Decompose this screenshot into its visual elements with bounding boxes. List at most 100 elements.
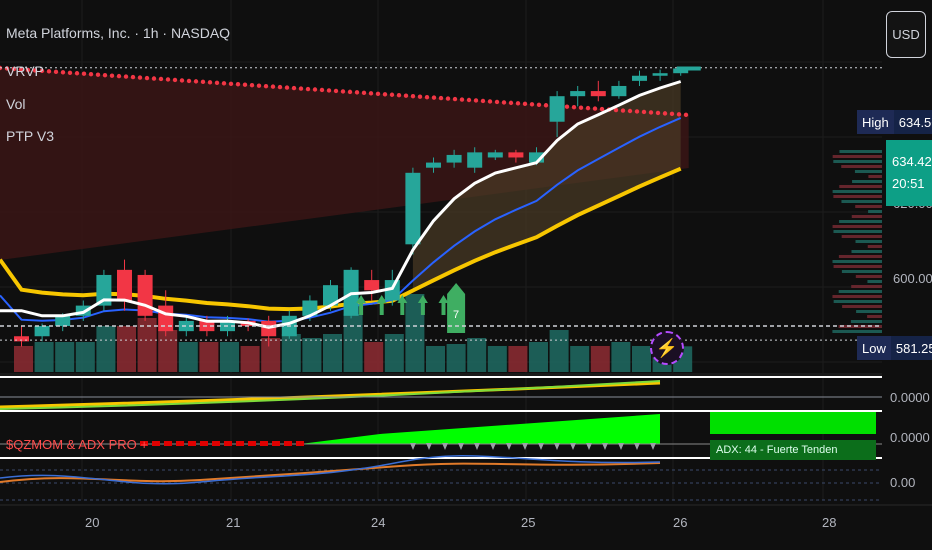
- resistance-dot: [221, 81, 227, 86]
- resistance-dot: [60, 70, 66, 75]
- indicator-ptp-label[interactable]: PTP V3: [6, 128, 54, 144]
- resistance-dot: [585, 105, 591, 111]
- profile-bar: [855, 240, 882, 243]
- resistance-dot: [431, 95, 437, 100]
- squeeze-tick: [538, 443, 544, 450]
- resistance-dot: [662, 111, 668, 116]
- volume-bar: [446, 344, 466, 372]
- resistance-dot: [571, 104, 577, 110]
- low-value: 581.25: [890, 336, 932, 360]
- resistance-dot: [67, 70, 73, 75]
- candle-body: [487, 152, 503, 158]
- time-tick-20: 20: [85, 515, 100, 530]
- resistance-dot: [501, 100, 507, 105]
- resistance-dot: [396, 93, 402, 98]
- price-levels: [0, 66, 882, 341]
- resistance-dot: [375, 91, 381, 96]
- buy-arrow: [376, 295, 387, 315]
- resistance-dot: [207, 80, 213, 85]
- candle-body: [632, 75, 647, 81]
- buy-signal-count: 7: [453, 309, 459, 321]
- squeeze-dot-red: [212, 441, 220, 446]
- resistance-dot: [172, 77, 178, 83]
- volume-bar: [117, 326, 136, 372]
- squeeze-tick: [618, 443, 624, 450]
- resistance-dot: [683, 112, 689, 118]
- candle-body: [446, 154, 462, 163]
- squeeze-dot-red: [140, 441, 148, 446]
- last-price-value: 634.42: [892, 154, 932, 169]
- volume-bar: [405, 294, 425, 372]
- time-tick-25: 25: [521, 515, 536, 530]
- squeeze-tick: [442, 443, 448, 450]
- candle-body: [467, 152, 483, 168]
- buy-arrow: [356, 295, 367, 315]
- resistance-dot: [158, 76, 164, 82]
- chart-title: Meta Platforms, Inc. · 1h · NASDAQ: [6, 25, 231, 41]
- profile-bar: [832, 155, 882, 158]
- candle-body: [117, 269, 132, 301]
- resistance-dot: [389, 92, 395, 97]
- buy-arrow: [397, 295, 408, 315]
- low-label: Low: [857, 336, 891, 360]
- sqzmom-pane-label[interactable]: $QZMOM & ADX PRO +: [6, 437, 148, 452]
- squeeze-tick: [458, 443, 464, 450]
- profile-bar: [855, 205, 882, 208]
- resistance-dot: [543, 103, 549, 108]
- candle-body: [549, 96, 565, 122]
- volume-bars: [14, 294, 693, 372]
- resistance-dot: [452, 96, 458, 102]
- resistance-dot: [438, 95, 444, 101]
- resistance-dot: [424, 94, 430, 100]
- resistance-dot: [641, 109, 647, 115]
- indicator-vrvp-label[interactable]: VRVP: [6, 63, 44, 79]
- profile-bar: [841, 165, 882, 168]
- resistance-dot: [116, 73, 122, 79]
- resistance-dot: [130, 74, 136, 80]
- resistance-dot: [270, 84, 276, 89]
- resistance-dot: [39, 68, 45, 74]
- lightning-icon[interactable]: ⚡: [650, 331, 684, 365]
- volume-bar: [158, 330, 178, 372]
- resistance-dot: [466, 97, 472, 103]
- resistance-dot: [46, 69, 52, 74]
- resistance-dot: [263, 83, 269, 89]
- resistance-dot: [634, 109, 640, 114]
- resistance-dot: [354, 90, 360, 95]
- currency-button[interactable]: USD: [886, 11, 926, 58]
- squeeze-histogram: [300, 414, 660, 444]
- volume-bar: [632, 346, 651, 372]
- profile-bar: [850, 320, 882, 323]
- volume-bar: [343, 314, 363, 372]
- resistance-dot: [361, 90, 367, 96]
- resistance-dot: [648, 110, 654, 115]
- resistance-dot: [291, 85, 297, 91]
- volume-bar: [467, 338, 487, 372]
- profile-bar: [838, 255, 882, 258]
- profile-bar: [838, 325, 882, 328]
- candle-body: [302, 300, 318, 316]
- volume-bar: [590, 346, 610, 372]
- buy-signal-arrows: 7: [356, 283, 466, 333]
- resistance-dot: [529, 102, 535, 107]
- indicator-vol-label[interactable]: Vol: [6, 96, 26, 112]
- resistance-dot: [284, 85, 290, 90]
- resistance-dots: [0, 65, 689, 118]
- candle-body: [405, 172, 421, 245]
- resistance-dot: [25, 67, 31, 73]
- volume-bar: [611, 342, 631, 372]
- squeeze-dot-red: [164, 441, 172, 446]
- time-tick-26: 26: [673, 515, 688, 530]
- high-price-tag: High 634.56: [857, 110, 932, 134]
- candle-body: [611, 85, 627, 97]
- adx-status-box: ADX: 44 - Fuerte Tenden: [710, 440, 876, 460]
- squeeze-block: [710, 412, 876, 434]
- resistance-dot: [165, 77, 171, 82]
- resistance-dot: [193, 79, 199, 84]
- squeeze-tick: [650, 443, 656, 450]
- resistance-dot: [102, 72, 108, 78]
- volume-bar: [14, 346, 33, 372]
- resistance-dot: [403, 93, 409, 98]
- candle-body: [529, 152, 544, 163]
